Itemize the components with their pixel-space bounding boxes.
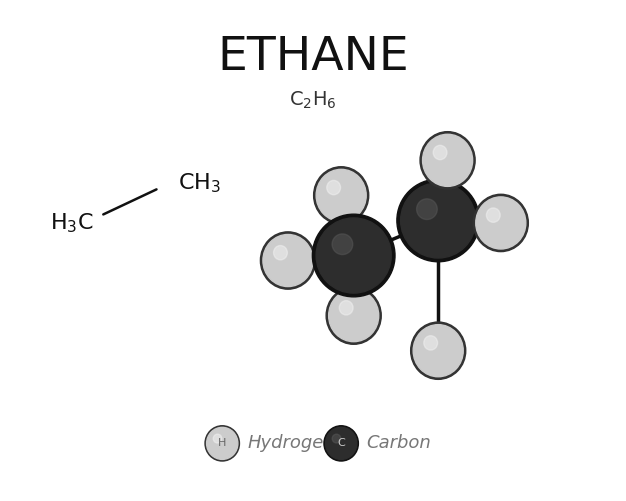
Ellipse shape xyxy=(274,245,287,260)
Ellipse shape xyxy=(312,214,395,297)
Ellipse shape xyxy=(416,199,437,219)
Ellipse shape xyxy=(332,234,352,255)
Ellipse shape xyxy=(339,301,353,315)
Text: H$_3$C: H$_3$C xyxy=(50,211,94,235)
Text: CH$_3$: CH$_3$ xyxy=(178,171,222,195)
Ellipse shape xyxy=(473,194,528,252)
Ellipse shape xyxy=(207,427,238,459)
Text: Hydrogen: Hydrogen xyxy=(247,434,335,452)
Ellipse shape xyxy=(413,325,463,377)
Text: C: C xyxy=(337,438,345,448)
Ellipse shape xyxy=(260,232,316,289)
Ellipse shape xyxy=(424,336,438,350)
Ellipse shape xyxy=(263,234,313,287)
Ellipse shape xyxy=(401,183,476,258)
Ellipse shape xyxy=(329,290,379,342)
Ellipse shape xyxy=(327,180,341,195)
Ellipse shape xyxy=(324,426,358,461)
Text: C$_2$H$_6$: C$_2$H$_6$ xyxy=(289,90,337,111)
Text: ETHANE: ETHANE xyxy=(217,35,409,80)
Ellipse shape xyxy=(486,208,500,222)
Ellipse shape xyxy=(326,427,357,459)
Ellipse shape xyxy=(423,134,473,186)
Text: H: H xyxy=(218,438,227,448)
Ellipse shape xyxy=(205,426,239,461)
Ellipse shape xyxy=(326,287,381,344)
Ellipse shape xyxy=(411,322,466,379)
Ellipse shape xyxy=(332,434,341,443)
Ellipse shape xyxy=(476,197,526,249)
Ellipse shape xyxy=(433,145,447,160)
Ellipse shape xyxy=(316,169,366,221)
Ellipse shape xyxy=(397,179,480,262)
Ellipse shape xyxy=(314,167,369,224)
Ellipse shape xyxy=(316,218,391,293)
Ellipse shape xyxy=(213,434,222,443)
Text: Carbon: Carbon xyxy=(366,434,431,452)
Ellipse shape xyxy=(420,132,475,189)
